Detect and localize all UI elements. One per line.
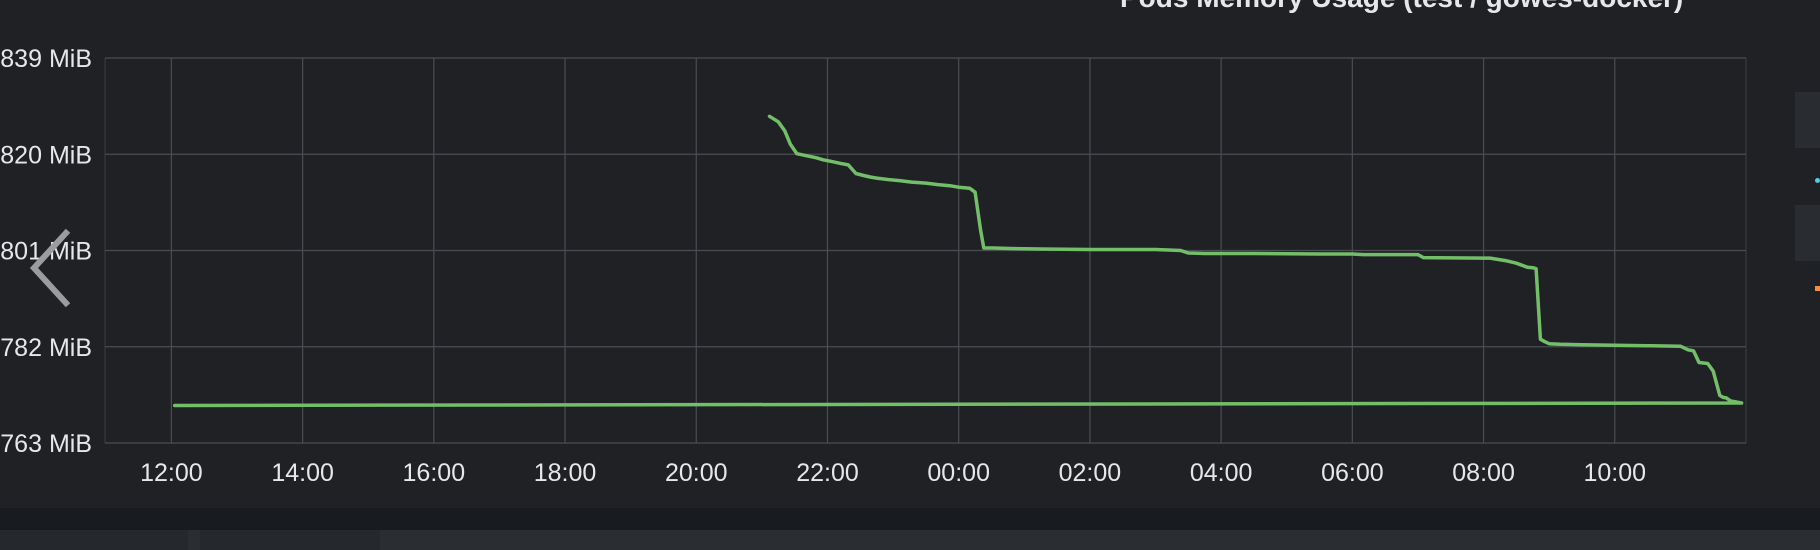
y-tick-label: 820 MiB [0, 141, 92, 169]
panel-footer [0, 508, 1820, 530]
x-tick-label: 06:00 [1321, 459, 1384, 487]
x-tick-label: 04:00 [1190, 459, 1253, 487]
x-tick-label: 16:00 [403, 459, 466, 487]
x-tick-label: 14:00 [271, 459, 334, 487]
legend-item[interactable] [1795, 92, 1820, 148]
legend-item[interactable] [1795, 205, 1820, 261]
y-tick-label: 839 MiB [0, 45, 92, 73]
chevron-left-icon[interactable] [26, 228, 74, 308]
x-tick-label: 00:00 [927, 459, 990, 487]
x-tick-label: 20:00 [665, 459, 728, 487]
chevron-left-glyph [26, 228, 74, 308]
x-tick-label: 02:00 [1059, 459, 1122, 487]
legend-marker [1815, 178, 1820, 183]
x-axis: 14:00 16:00 18:00 20:00 22:00 00:00 02:00 04:00… [140, 459, 1646, 487]
footer-bar [0, 530, 1820, 550]
grid [105, 58, 1746, 443]
x-tick-label: 10:00 [1584, 459, 1647, 487]
x-tick-label: 18:00 [534, 459, 597, 487]
footer-segment [200, 530, 380, 550]
y-tick-label: 763 MiB [0, 430, 92, 458]
legend-marker [1815, 286, 1820, 291]
x-tick-label: 22:00 [796, 459, 859, 487]
x-tick-label: 12:00 [140, 459, 203, 487]
x-tick-label: 08:00 [1452, 459, 1515, 487]
chart-panel: Pods Memory Usage (test / gowes-docker) … [0, 0, 1820, 508]
y-tick-label: 782 MiB [0, 334, 92, 362]
footer-segment [0, 530, 188, 550]
